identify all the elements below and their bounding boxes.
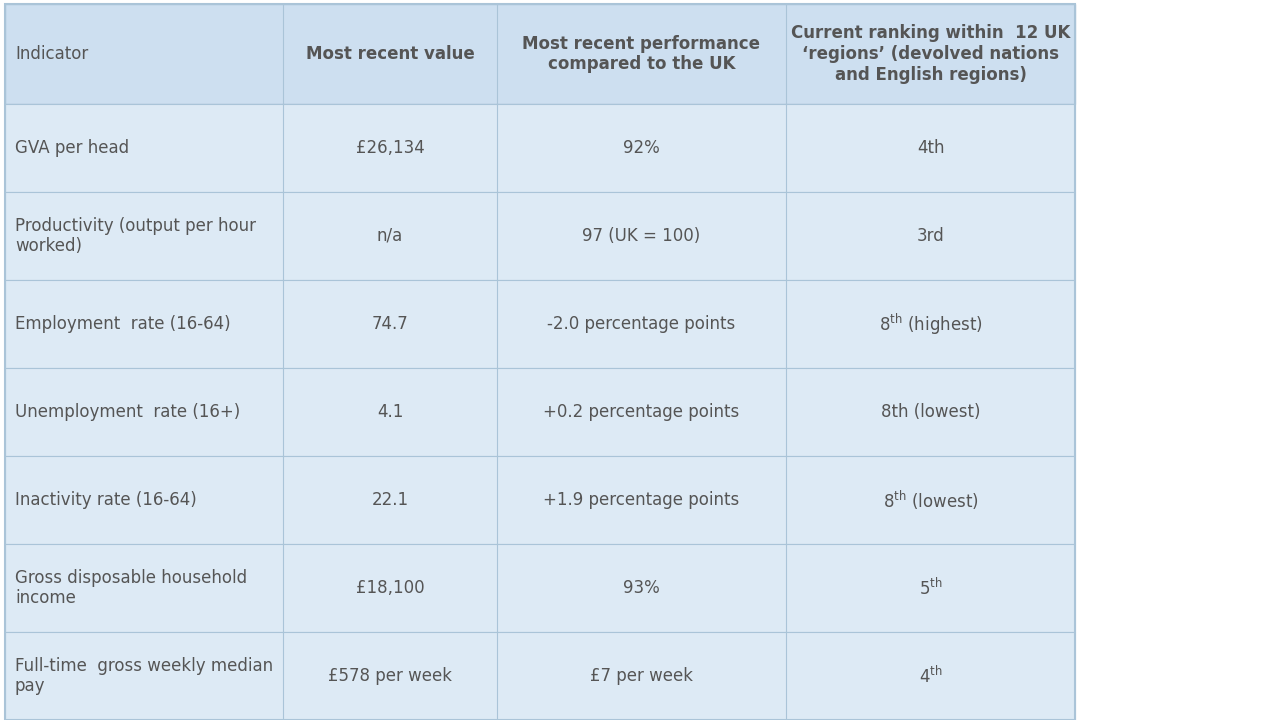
Text: GVA per head: GVA per head [15,139,129,157]
Text: Unemployment  rate (16+): Unemployment rate (16+) [15,403,241,421]
Text: Inactivity rate (16-64): Inactivity rate (16-64) [15,491,197,509]
Text: Current ranking within  12 UK
‘regions’ (devolved nations
and English regions): Current ranking within 12 UK ‘regions’ (… [791,24,1070,84]
Text: 74.7: 74.7 [371,315,408,333]
Text: 92%: 92% [623,139,660,157]
Bar [5,456,1075,544]
Text: £26,134: £26,134 [356,139,425,157]
Bar [5,104,1075,192]
Text: 5$^{\mathregular{th}}$: 5$^{\mathregular{th}}$ [919,577,942,598]
Bar [5,632,1075,720]
Bar [5,192,1075,280]
Text: £578 per week: £578 per week [328,667,452,685]
Bar [5,544,1075,632]
Text: 97 (UK = 100): 97 (UK = 100) [582,227,700,245]
Text: 93%: 93% [623,579,660,597]
Text: n/a: n/a [376,227,403,245]
Bar [5,368,1075,456]
Text: -2.0 percentage points: -2.0 percentage points [548,315,736,333]
Text: +0.2 percentage points: +0.2 percentage points [544,403,740,421]
Text: Full-time  gross weekly median
pay: Full-time gross weekly median pay [15,657,273,696]
Text: Employment  rate (16-64): Employment rate (16-64) [15,315,230,333]
Bar [5,4,1075,104]
Text: +1.9 percentage points: +1.9 percentage points [544,491,740,509]
Text: Indicator: Indicator [15,45,88,63]
Text: 4.1: 4.1 [376,403,403,421]
Bar [5,4,1075,720]
Text: 8$^{\mathregular{th}}$ (lowest): 8$^{\mathregular{th}}$ (lowest) [883,488,978,512]
Text: Gross disposable household
income: Gross disposable household income [15,569,247,608]
Text: 8$^{\mathregular{th}}$ (highest): 8$^{\mathregular{th}}$ (highest) [878,311,982,337]
Text: 4th: 4th [916,139,945,157]
Text: 22.1: 22.1 [371,491,408,509]
Text: Productivity (output per hour
worked): Productivity (output per hour worked) [15,217,256,256]
Text: 3rd: 3rd [916,227,945,245]
Text: 4$^{\mathregular{th}}$: 4$^{\mathregular{th}}$ [919,665,942,687]
Text: £18,100: £18,100 [356,579,424,597]
Text: Most recent value: Most recent value [306,45,475,63]
Text: 8th (lowest): 8th (lowest) [881,403,980,421]
Bar [5,280,1075,368]
Text: £7 per week: £7 per week [590,667,692,685]
Text: Most recent performance
compared to the UK: Most recent performance compared to the … [522,35,760,73]
